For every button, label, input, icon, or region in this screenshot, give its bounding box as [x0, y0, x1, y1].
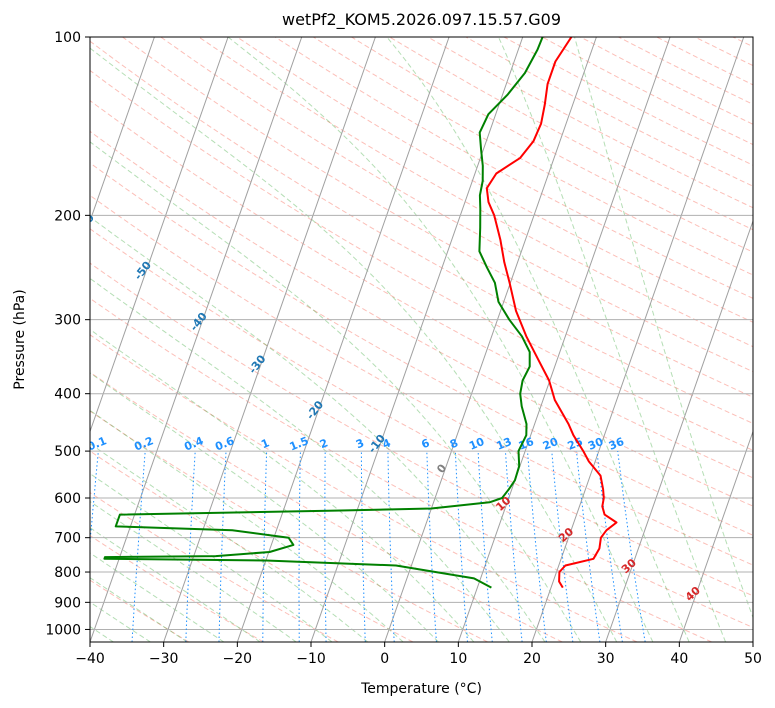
y-tick-label: 100 — [54, 30, 81, 46]
dewpoint-profile — [103, 37, 544, 589]
y-tick-label: 800 — [54, 565, 81, 581]
mixing-ratio-label: 3 — [354, 436, 366, 451]
chart-title: wetPf2_KOM5.2026.097.15.57.G09 — [282, 10, 561, 30]
y-tick-label: 300 — [54, 313, 81, 329]
moist-adiabat — [90, 372, 439, 642]
isotherm — [90, 37, 155, 223]
dry-adiabat — [198, 37, 753, 348]
x-tick-label: 20 — [523, 651, 541, 667]
dry-adiabat — [274, 37, 753, 299]
mixing-ratio-line — [527, 451, 547, 642]
isotherm — [163, 37, 376, 642]
mixing-ratio-line — [576, 451, 601, 642]
dry-adiabat — [90, 99, 753, 479]
dry-adiabat — [90, 262, 753, 629]
y-tick-label: 200 — [54, 208, 81, 224]
moist-adiabat — [90, 500, 297, 642]
isotherm — [384, 37, 597, 642]
mixing-ratio-line — [504, 451, 523, 642]
moist-adiabat — [90, 577, 188, 642]
temperature-profile — [485, 37, 618, 589]
x-tick-label: 10 — [449, 651, 467, 667]
axis-layer: −40 −30 −20 −10 0 10 20 30 40 50 100 200 300 400 500 60… — [45, 30, 762, 667]
mixing-ratio-line — [596, 451, 623, 642]
y-tick-label: 600 — [54, 491, 81, 507]
x-tick-label: −20 — [223, 651, 253, 667]
isotherm — [605, 219, 753, 642]
mixing-ratio-label: 25 — [566, 435, 585, 453]
isotherm — [678, 430, 753, 642]
mixing-ratio-label: 16 — [517, 435, 536, 453]
x-tick-label: 30 — [597, 651, 615, 667]
dry-adiabat — [160, 37, 753, 373]
isotherm — [90, 37, 303, 642]
grid-layer — [90, 37, 753, 642]
moist-adiabat — [90, 141, 582, 642]
moist-adiabat — [90, 442, 369, 642]
y-axis-title: Pressure (hPa) — [12, 289, 28, 389]
plot-background — [90, 37, 753, 642]
y-tick-label: 500 — [54, 444, 81, 460]
y-tick-label: 400 — [54, 387, 81, 403]
mixing-ratio-label: 1 — [259, 436, 271, 451]
isotherm — [90, 37, 229, 434]
x-tick-label: 50 — [744, 651, 762, 667]
dry-adiabat — [236, 37, 753, 323]
dry-adiabat — [90, 579, 190, 642]
moist-adiabat — [90, 552, 225, 642]
dry-adiabat — [90, 410, 488, 642]
x-tick-label: −40 — [75, 651, 105, 667]
dry-adiabat — [90, 130, 753, 507]
moist-adiabat — [90, 328, 475, 642]
dry-adiabat — [90, 162, 753, 536]
plot-frame — [89, 36, 754, 643]
mixing-ratio-label: 13 — [495, 435, 514, 453]
mixing-ratio-label: 10 — [467, 435, 486, 453]
moist-adiabat — [498, 37, 727, 642]
y-tick-label: 1000 — [45, 622, 81, 638]
x-tick-label: 0 — [380, 651, 389, 667]
dry-adiabat — [90, 334, 638, 642]
y-tick-label: 700 — [54, 531, 81, 547]
dry-adiabat — [90, 450, 414, 642]
isotherm — [310, 37, 524, 642]
moist-adiabat — [90, 409, 404, 642]
profile-layer — [103, 37, 618, 589]
mixing-ratio-line — [551, 451, 574, 642]
dry-adiabat — [90, 534, 264, 642]
isotherm — [457, 37, 671, 642]
x-axis-title: Temperature (°C) — [360, 681, 482, 697]
dry-adiabat — [90, 228, 753, 597]
mixing-ratio-line — [617, 451, 646, 642]
mixing-ratio-line — [477, 451, 493, 642]
moist-adiabat — [386, 37, 690, 642]
moist-adiabat — [90, 527, 261, 642]
mixing-ratio-label: 2 — [318, 436, 330, 451]
mixing-ratio-label: 20 — [541, 435, 560, 453]
x-tick-label: 40 — [670, 651, 688, 667]
mixing-ratio-label: 8 — [448, 436, 460, 451]
moist-adiabat — [574, 37, 753, 619]
moist-adiabat — [90, 216, 546, 642]
dry-adiabat — [122, 37, 753, 398]
x-tick-label: −10 — [296, 651, 326, 667]
moist-adiabat — [90, 47, 618, 642]
isotherm — [236, 37, 450, 642]
moist-adiabat — [227, 37, 654, 642]
dry-adiabat — [90, 371, 563, 642]
isotherm-label: -60 — [74, 211, 97, 235]
moist-adiabat — [90, 277, 510, 642]
mixing-ratio-label: 36 — [607, 435, 626, 453]
x-tick-label: −30 — [149, 651, 179, 667]
y-tick-label: 900 — [54, 595, 81, 611]
isotherm — [531, 37, 745, 642]
mixing-ratio-line — [90, 451, 99, 549]
mixing-ratio-label: 30 — [586, 435, 605, 453]
